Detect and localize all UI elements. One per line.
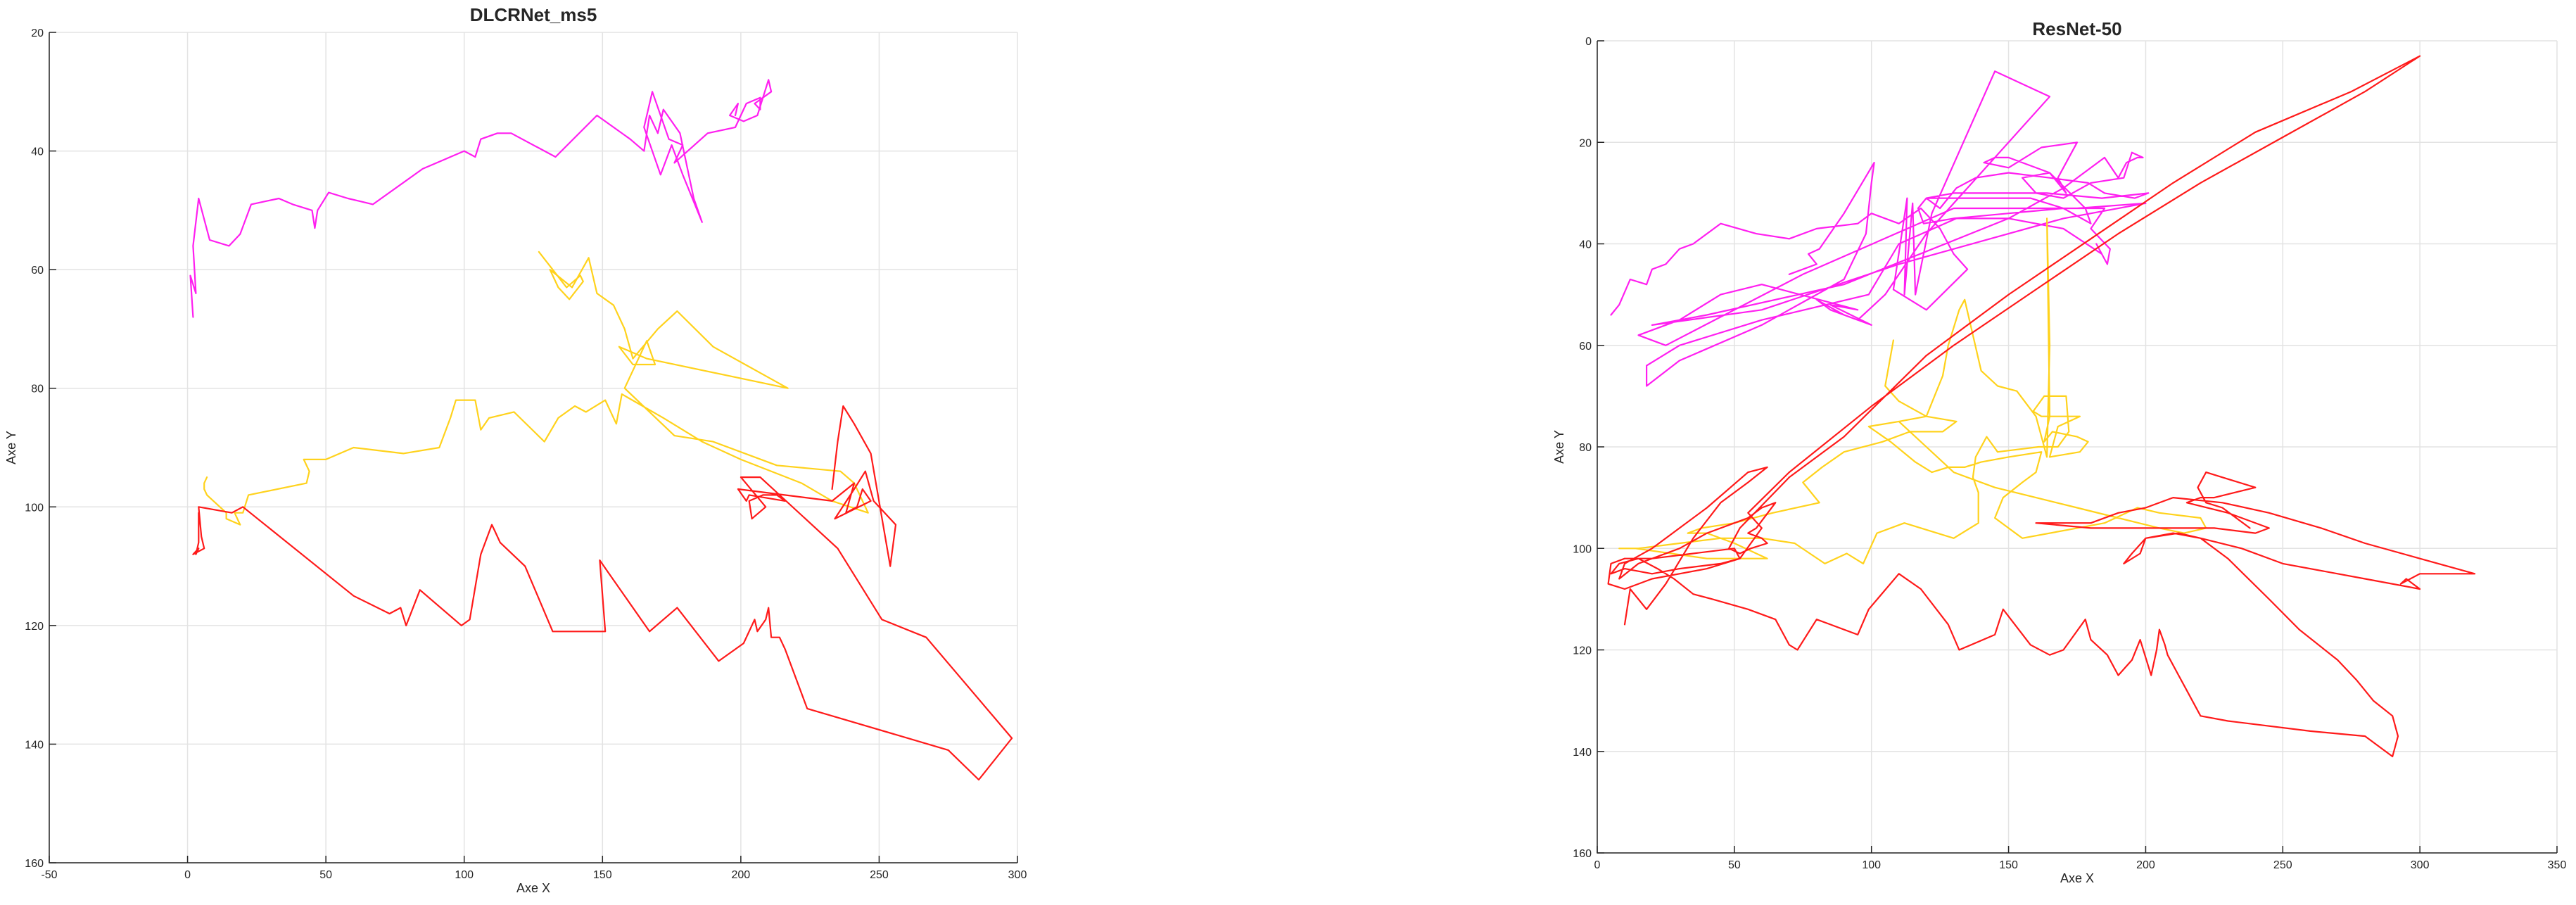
y-tick-label: 40 [1579,239,1592,251]
x-tick-label: 200 [2136,859,2155,871]
chart-0: -50 0 50 100 150 200 250 300 20 40 60 80 100 120 140 16… [4,4,1027,895]
y-tick-label: 140 [1573,747,1592,759]
series-line-yellow [203,251,869,526]
series-line-magenta [189,79,773,318]
y-tick-label: 40 [31,146,44,158]
series-line-red [192,405,1013,781]
x-tick-label: 250 [2273,859,2292,871]
x-tick-label: 150 [1999,859,2018,871]
chart-title: DLCRNet_ms5 [470,4,597,25]
x-tick-label: 350 [2548,859,2567,871]
y-tick-label: 20 [31,27,44,39]
x-axis-label: Axe X [516,881,550,895]
x-axis-label: Axe X [2060,871,2094,885]
y-tick-label: 160 [1573,848,1592,860]
y-tick-label: 80 [31,384,44,395]
series-line-magenta [1610,70,2150,387]
y-tick-label: 60 [31,265,44,277]
x-tick-label: 0 [1594,859,1601,871]
x-tick-label: 0 [184,869,191,881]
y-tick-label: 100 [25,502,44,514]
x-tick-label: 100 [1862,859,1881,871]
x-tick-label: 100 [455,869,474,881]
y-axis-label: Axe Y [4,431,18,464]
chart-title: ResNet-50 [2032,18,2121,39]
x-tick-label: 200 [732,869,751,881]
y-tick-label: 120 [1573,645,1592,657]
x-tick-label: 300 [2411,859,2430,871]
axis-frame [49,32,1017,863]
series-line-yellow [1618,217,2207,564]
y-tick-label: 100 [1573,543,1592,555]
x-tick-label: 50 [1728,859,1741,871]
series-line-red [1607,55,2476,758]
x-tick-label: 50 [319,869,332,881]
y-tick-label: 160 [25,858,44,870]
y-tick-label: 140 [25,739,44,751]
y-tick-label: 0 [1585,36,1592,48]
x-tick-label: 250 [870,869,889,881]
x-tick-label: -50 [41,869,57,881]
y-tick-label: 20 [1579,137,1592,149]
x-tick-label: 150 [593,869,612,881]
y-tick-label: 120 [25,621,44,633]
y-tick-label: 60 [1579,341,1592,353]
x-tick-label: 300 [1008,869,1027,881]
chart-1: 0 50 100 150 200 250 300 350 0 20 40 60 80 100 120 140 1… [1552,18,2566,885]
y-tick-label: 80 [1579,442,1592,454]
y-axis-label: Axe Y [1552,430,1566,464]
